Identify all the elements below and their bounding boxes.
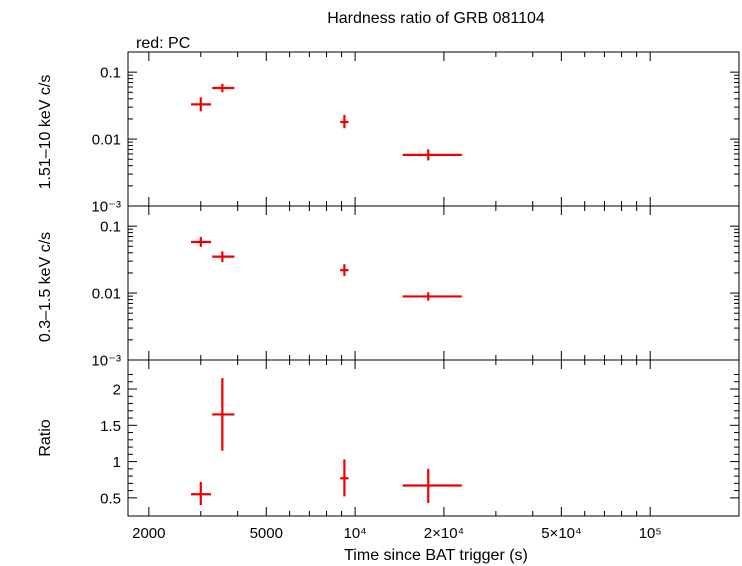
soft-data-point — [191, 236, 212, 247]
x-tick-label: 10⁴ — [344, 525, 367, 542]
hard-data-point — [402, 149, 462, 161]
hard-y-tick-label: 0.1 — [100, 65, 121, 82]
hard-y-tick-label: 10⁻³ — [91, 199, 121, 216]
y-axis-label-ratio: Ratio — [37, 419, 54, 456]
x-tick-label: 5×10⁴ — [541, 525, 581, 542]
ratio-y-tick-label: 2 — [113, 382, 121, 399]
ratio-data-point — [191, 481, 212, 506]
x-axis-label: Time since BAT trigger (s) — [344, 547, 528, 564]
x-tick-label: 2000 — [132, 525, 165, 542]
x-tick-label: 10⁵ — [639, 525, 662, 542]
ratio-frame — [127, 359, 740, 517]
x-tick-label: 2×10⁴ — [424, 525, 464, 542]
soft-data-point — [340, 264, 349, 276]
y-axis-label-soft: 0.3–1.5 keV c/s — [37, 232, 54, 342]
ratio-data-point — [340, 459, 349, 497]
ratio-data-point — [212, 378, 235, 451]
soft-y-tick-label: 0.1 — [100, 219, 121, 236]
panel-ratio: 0.5 1 1.5 2 2000 5000 10⁴ 2×10⁴ 5×10⁴ 10⁵ — [100, 359, 740, 542]
soft-y-tick-label: 10⁻³ — [91, 353, 121, 370]
ratio-y-tick-label: 0.5 — [100, 490, 121, 507]
ratio-data-point — [402, 468, 462, 503]
hard-y-tick-label: 0.01 — [92, 132, 121, 149]
legend-text: red: PC — [136, 35, 190, 52]
ratio-y-tick-label: 1.5 — [100, 418, 121, 435]
y-axis-label-hard: 1.51–10 keV c/s — [37, 75, 54, 190]
hard-data-point — [191, 97, 212, 112]
soft-y-tick-label: 0.01 — [92, 286, 121, 303]
hard-data-point — [212, 83, 235, 93]
chart-title: Hardness ratio of GRB 081104 — [327, 10, 545, 27]
soft-data-point — [402, 292, 462, 301]
x-tick-label: 5000 — [250, 525, 283, 542]
hard-data-point — [340, 114, 349, 129]
ratio-y-tick-label: 1 — [113, 454, 121, 471]
soft-data-point — [212, 251, 235, 263]
